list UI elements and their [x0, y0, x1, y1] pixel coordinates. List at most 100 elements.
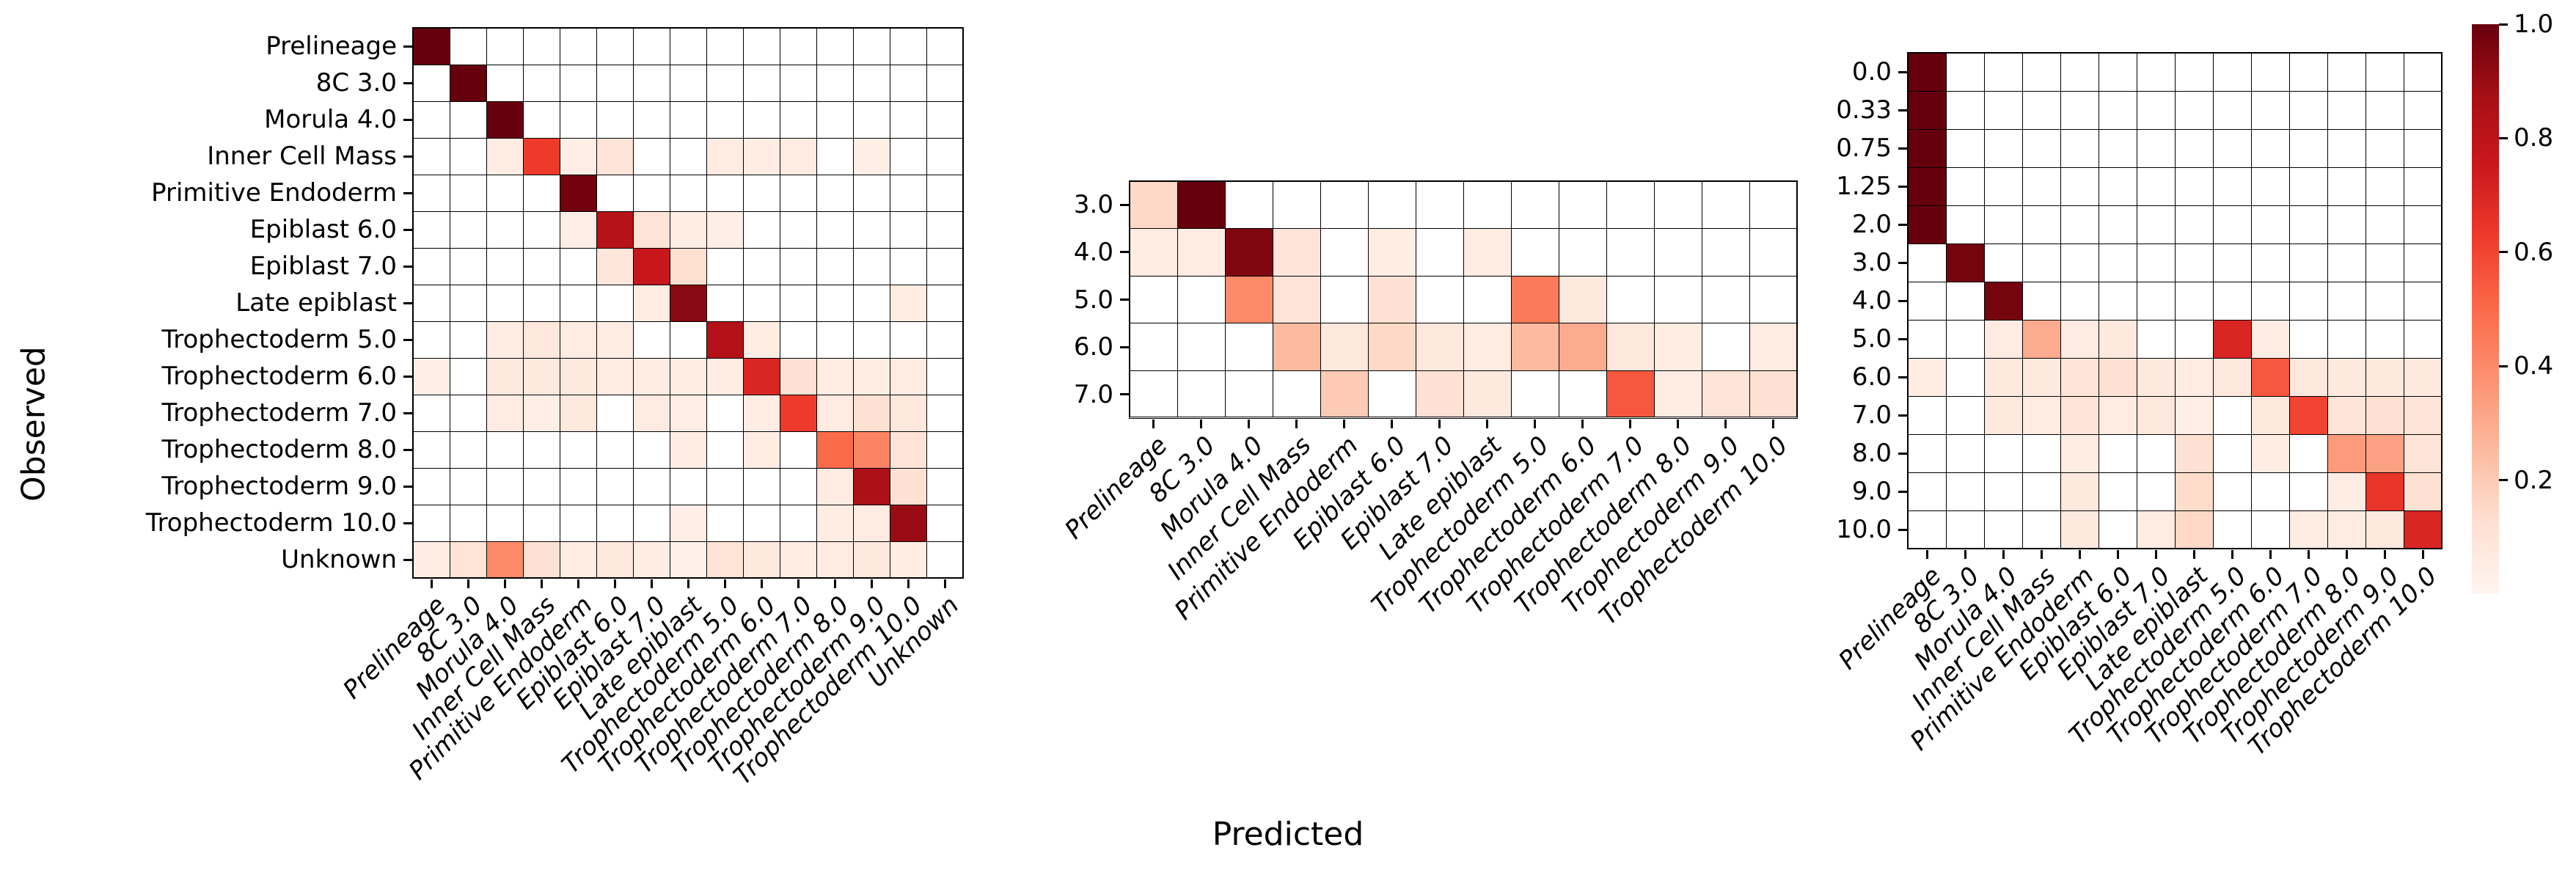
x-tickmark — [1534, 419, 1536, 428]
heatmap-cell — [449, 431, 487, 469]
heatmap-cell — [449, 504, 487, 542]
heatmap-cell — [2327, 319, 2366, 359]
heatmap-cell — [816, 174, 854, 212]
heatmap-cell — [852, 137, 890, 175]
colorbar-tickmark — [2499, 136, 2508, 139]
y-tick-label: Trophectoderm 9.0 — [161, 472, 397, 501]
heatmap-cell — [2060, 128, 2099, 168]
y-tick-label: Late epiblast — [235, 288, 397, 318]
heatmap-cell — [889, 100, 927, 139]
heatmap-cell — [596, 210, 634, 249]
heatmap-cell — [2021, 395, 2061, 435]
heatmap-cell — [1367, 275, 1416, 324]
heatmap-cell — [926, 174, 963, 212]
heatmap-cell — [2098, 52, 2137, 92]
heatmap-cell — [1177, 275, 1226, 324]
heatmap-cell — [706, 284, 744, 322]
heatmap-cell — [706, 137, 744, 175]
heatmap-cell — [2327, 90, 2366, 130]
heatmap-cell — [486, 210, 524, 249]
y-tick-label: Epiblast 6.0 — [249, 215, 397, 244]
heatmap-cell — [596, 174, 634, 212]
heatmap-cell — [596, 467, 634, 505]
y-tick-label: 2.0 — [1851, 210, 1892, 239]
y-tickmark — [403, 485, 412, 488]
heatmap-cell — [926, 504, 963, 542]
heatmap-cell — [2021, 319, 2061, 359]
heatmap-cell — [1606, 370, 1655, 418]
y-tickmark — [1898, 223, 1907, 226]
heatmap-cell — [1415, 180, 1464, 230]
heatmap-cell — [2098, 472, 2137, 511]
heatmap-cell — [1907, 166, 1947, 206]
heatmap-cell — [889, 431, 927, 469]
heatmap-cell — [669, 321, 707, 359]
heatmap-cell — [2212, 433, 2252, 473]
heatmap-cell — [1272, 323, 1321, 372]
heatmap-cell — [1510, 180, 1559, 230]
heatmap-cell — [2250, 52, 2290, 92]
heatmap-cell — [559, 541, 597, 578]
heatmap-cell — [2021, 510, 2061, 549]
heatmap-cell — [1983, 472, 2023, 511]
heatmap-cell — [742, 137, 780, 175]
heatmap-cell — [1129, 370, 1178, 418]
heatmap-cell — [2021, 281, 2061, 321]
heatmap-cell — [669, 247, 707, 285]
heatmap-cell — [1367, 323, 1416, 372]
heatmap-cell — [2365, 395, 2404, 435]
heatmap-cell — [412, 137, 450, 175]
x-tickmark — [1438, 419, 1441, 428]
heatmap-cell — [2327, 205, 2366, 244]
heatmap-cell — [2365, 472, 2404, 511]
heatmap-cell — [816, 137, 854, 175]
y-tick-label: 3.0 — [1073, 190, 1113, 220]
colorbar-tick-label: 0.4 — [2514, 351, 2554, 381]
heatmap-cell — [779, 321, 817, 359]
heatmap-cell — [2365, 166, 2404, 206]
heatmap-cell — [1907, 281, 1947, 321]
heatmap-cell — [779, 27, 817, 65]
heatmap-cell — [2212, 357, 2252, 397]
heatmap-cell — [669, 137, 707, 175]
heatmap-cell — [596, 394, 634, 432]
heatmap-cell — [1945, 166, 1985, 206]
heatmap-cell — [522, 100, 560, 139]
heatmap-cell — [412, 357, 450, 395]
heatmap-cell — [779, 247, 817, 285]
heatmap-cell — [1558, 180, 1607, 230]
heatmap-cell — [632, 541, 670, 578]
heatmap-cell — [2098, 319, 2137, 359]
heatmap-cell — [1983, 319, 2023, 359]
y-tickmark — [403, 155, 412, 158]
heatmap-cell — [889, 467, 927, 505]
heatmap-cell — [486, 541, 524, 578]
heatmap-cell — [1945, 510, 1985, 549]
heatmap-cell — [412, 431, 450, 469]
y-tick-label: 6.0 — [1851, 362, 1892, 392]
heatmap-cell — [742, 431, 780, 469]
heatmap-cell — [706, 174, 744, 212]
heatmap-cell — [2174, 90, 2214, 130]
heatmap-cell — [1367, 370, 1416, 418]
heatmap-cell — [2212, 205, 2252, 244]
heatmap-cell — [889, 284, 927, 322]
y-tickmark — [403, 191, 412, 194]
heatmap-cell — [449, 394, 487, 432]
heatmap-cell — [559, 100, 597, 139]
heatmap-cell — [2212, 395, 2252, 435]
x-tickmark — [2383, 549, 2386, 559]
heatmap-cell — [449, 210, 487, 249]
heatmap-cell — [1606, 275, 1655, 324]
heatmap-cell — [669, 504, 707, 542]
heatmap-cell — [1945, 433, 1985, 473]
heatmap-cell — [2365, 205, 2404, 244]
heatmap-cell — [2288, 357, 2328, 397]
heatmap-cell — [2060, 510, 2099, 549]
heatmap-cell — [1653, 323, 1702, 372]
heatmap-cell — [2021, 243, 2061, 282]
heatmap-cell — [1945, 243, 1985, 282]
heatmap-cell — [1415, 275, 1464, 324]
heatmap-cell — [1320, 370, 1369, 418]
y-tick-label: 1.25 — [1836, 172, 1892, 201]
